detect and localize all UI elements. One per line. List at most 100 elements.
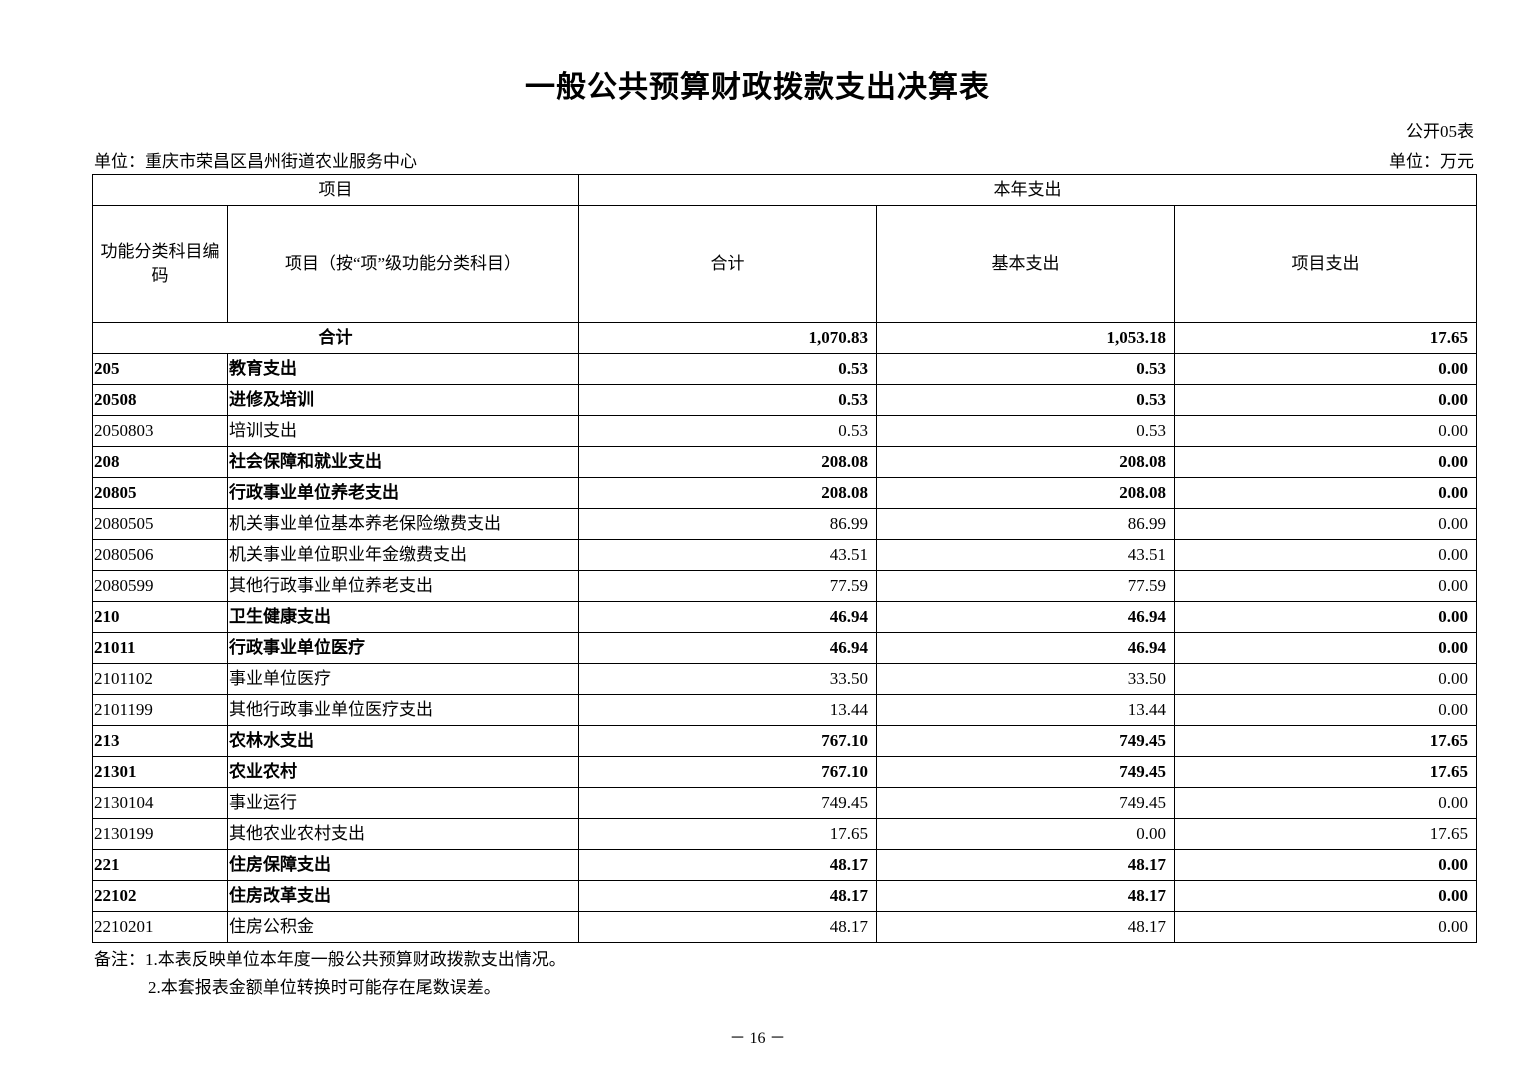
table-row: 21301 农业农村 767.10 749.45 17.65 bbox=[92, 756, 1478, 788]
row-name: 住房保障支出 bbox=[227, 849, 579, 881]
table-row: 2130199 其他农业农村支出 17.65 0.00 17.65 bbox=[92, 818, 1478, 850]
row-name: 机关事业单位职业年金缴费支出 bbox=[227, 539, 579, 571]
table-row: 2080599 其他行政事业单位养老支出 77.59 77.59 0.00 bbox=[92, 570, 1478, 602]
row-code: 2080599 bbox=[92, 570, 228, 602]
row-name: 行政事业单位医疗 bbox=[227, 632, 579, 664]
table-row: 221 住房保障支出 48.17 48.17 0.00 bbox=[92, 849, 1478, 881]
row-name: 教育支出 bbox=[227, 353, 579, 385]
row-code: 2101102 bbox=[92, 663, 228, 695]
header-row-1: 项目 本年支出 bbox=[92, 174, 1478, 206]
row-basic: 86.99 bbox=[876, 508, 1175, 540]
row-project: 0.00 bbox=[1173, 694, 1478, 726]
row-total: 43.51 bbox=[578, 539, 877, 571]
row-basic: 749.45 bbox=[876, 725, 1175, 757]
row-total: 33.50 bbox=[578, 663, 877, 695]
row-basic: 208.08 bbox=[876, 446, 1175, 478]
row-project: 0.00 bbox=[1173, 601, 1478, 633]
total-row: 合计 1,070.83 1,053.18 17.65 bbox=[92, 322, 1478, 354]
row-project: 0.00 bbox=[1173, 911, 1478, 943]
row-code: 21011 bbox=[92, 632, 228, 664]
row-project: 17.65 bbox=[1173, 818, 1478, 850]
row-project: 0.00 bbox=[1173, 663, 1478, 695]
row-total: 0.53 bbox=[578, 415, 877, 447]
row-total: 48.17 bbox=[578, 880, 877, 912]
header-project: 项目 bbox=[92, 174, 579, 206]
header-item: 项目（按“项”级功能分类科目） bbox=[227, 205, 579, 323]
row-name: 农业农村 bbox=[227, 756, 579, 788]
row-code: 20508 bbox=[92, 384, 228, 416]
row-name: 进修及培训 bbox=[227, 384, 579, 416]
row-total: 77.59 bbox=[578, 570, 877, 602]
row-name: 其他行政事业单位医疗支出 bbox=[227, 694, 579, 726]
note-1: 备注：1.本表反映单位本年度一般公共预算财政拨款支出情况。 bbox=[94, 950, 566, 969]
row-basic: 43.51 bbox=[876, 539, 1175, 571]
row-total: 749.45 bbox=[578, 787, 877, 819]
table-row: 22102 住房改革支出 48.17 48.17 0.00 bbox=[92, 880, 1478, 912]
row-basic: 48.17 bbox=[876, 849, 1175, 881]
row-project: 0.00 bbox=[1173, 849, 1478, 881]
row-name: 行政事业单位养老支出 bbox=[227, 477, 579, 509]
header-project-expenditure: 项目支出 bbox=[1173, 205, 1478, 323]
row-code: 22102 bbox=[92, 880, 228, 912]
row-code: 221 bbox=[92, 849, 228, 881]
expenditure-table: 项目 本年支出 功能分类科目编码 项目（按“项”级功能分类科目） 合计 基本支出… bbox=[92, 174, 1478, 943]
row-name: 社会保障和就业支出 bbox=[227, 446, 579, 478]
row-project: 0.00 bbox=[1173, 508, 1478, 540]
row-basic: 46.94 bbox=[876, 601, 1175, 633]
table-row: 205 教育支出 0.53 0.53 0.00 bbox=[92, 353, 1478, 385]
row-total: 46.94 bbox=[578, 601, 877, 633]
row-total: 767.10 bbox=[578, 725, 877, 757]
row-basic: 33.50 bbox=[876, 663, 1175, 695]
row-name: 其他行政事业单位养老支出 bbox=[227, 570, 579, 602]
row-code: 213 bbox=[92, 725, 228, 757]
table-row: 2210201 住房公积金 48.17 48.17 0.00 bbox=[92, 911, 1478, 943]
row-total: 48.17 bbox=[578, 911, 877, 943]
header-total: 合计 bbox=[578, 205, 877, 323]
row-total: 13.44 bbox=[578, 694, 877, 726]
row-project: 0.00 bbox=[1173, 446, 1478, 478]
table-row: 2080505 机关事业单位基本养老保险缴费支出 86.99 86.99 0.00 bbox=[92, 508, 1478, 540]
total-total: 1,070.83 bbox=[578, 322, 877, 354]
document-title: 一般公共预算财政拨款支出决算表 bbox=[525, 71, 990, 104]
table-row: 213 农林水支出 767.10 749.45 17.65 bbox=[92, 725, 1478, 757]
row-basic: 0.53 bbox=[876, 384, 1175, 416]
unit-name: 单位：重庆市荣昌区昌州街道农业服务中心 bbox=[94, 152, 417, 171]
row-basic: 749.45 bbox=[876, 787, 1175, 819]
row-name: 住房改革支出 bbox=[227, 880, 579, 912]
row-total: 17.65 bbox=[578, 818, 877, 850]
row-total: 767.10 bbox=[578, 756, 877, 788]
row-total: 46.94 bbox=[578, 632, 877, 664]
header-row-2: 功能分类科目编码 项目（按“项”级功能分类科目） 合计 基本支出 项目支出 bbox=[92, 205, 1478, 323]
row-basic: 749.45 bbox=[876, 756, 1175, 788]
row-code: 20805 bbox=[92, 477, 228, 509]
header-basic: 基本支出 bbox=[876, 205, 1175, 323]
row-code: 2080505 bbox=[92, 508, 228, 540]
row-basic: 0.53 bbox=[876, 353, 1175, 385]
table-row: 2050803 培训支出 0.53 0.53 0.00 bbox=[92, 415, 1478, 447]
row-project: 0.00 bbox=[1173, 353, 1478, 385]
currency-unit: 单位：万元 bbox=[1389, 152, 1474, 171]
row-total: 0.53 bbox=[578, 384, 877, 416]
row-code: 2050803 bbox=[92, 415, 228, 447]
row-code: 205 bbox=[92, 353, 228, 385]
row-code: 210 bbox=[92, 601, 228, 633]
row-name: 卫生健康支出 bbox=[227, 601, 579, 633]
table-row: 208 社会保障和就业支出 208.08 208.08 0.00 bbox=[92, 446, 1478, 478]
note-2: 2.本套报表金额单位转换时可能存在尾数误差。 bbox=[148, 978, 501, 997]
row-project: 0.00 bbox=[1173, 787, 1478, 819]
table-row: 2080506 机关事业单位职业年金缴费支出 43.51 43.51 0.00 bbox=[92, 539, 1478, 571]
row-project: 0.00 bbox=[1173, 415, 1478, 447]
row-total: 86.99 bbox=[578, 508, 877, 540]
row-project: 0.00 bbox=[1173, 477, 1478, 509]
row-basic: 208.08 bbox=[876, 477, 1175, 509]
table-row: 20508 进修及培训 0.53 0.53 0.00 bbox=[92, 384, 1478, 416]
row-project: 17.65 bbox=[1173, 756, 1478, 788]
row-code: 208 bbox=[92, 446, 228, 478]
row-name: 其他农业农村支出 bbox=[227, 818, 579, 850]
row-total: 48.17 bbox=[578, 849, 877, 881]
table-row: 2130104 事业运行 749.45 749.45 0.00 bbox=[92, 787, 1478, 819]
table-row: 210 卫生健康支出 46.94 46.94 0.00 bbox=[92, 601, 1478, 633]
row-name: 培训支出 bbox=[227, 415, 579, 447]
row-code: 2210201 bbox=[92, 911, 228, 943]
table-row: 21011 行政事业单位医疗 46.94 46.94 0.00 bbox=[92, 632, 1478, 664]
